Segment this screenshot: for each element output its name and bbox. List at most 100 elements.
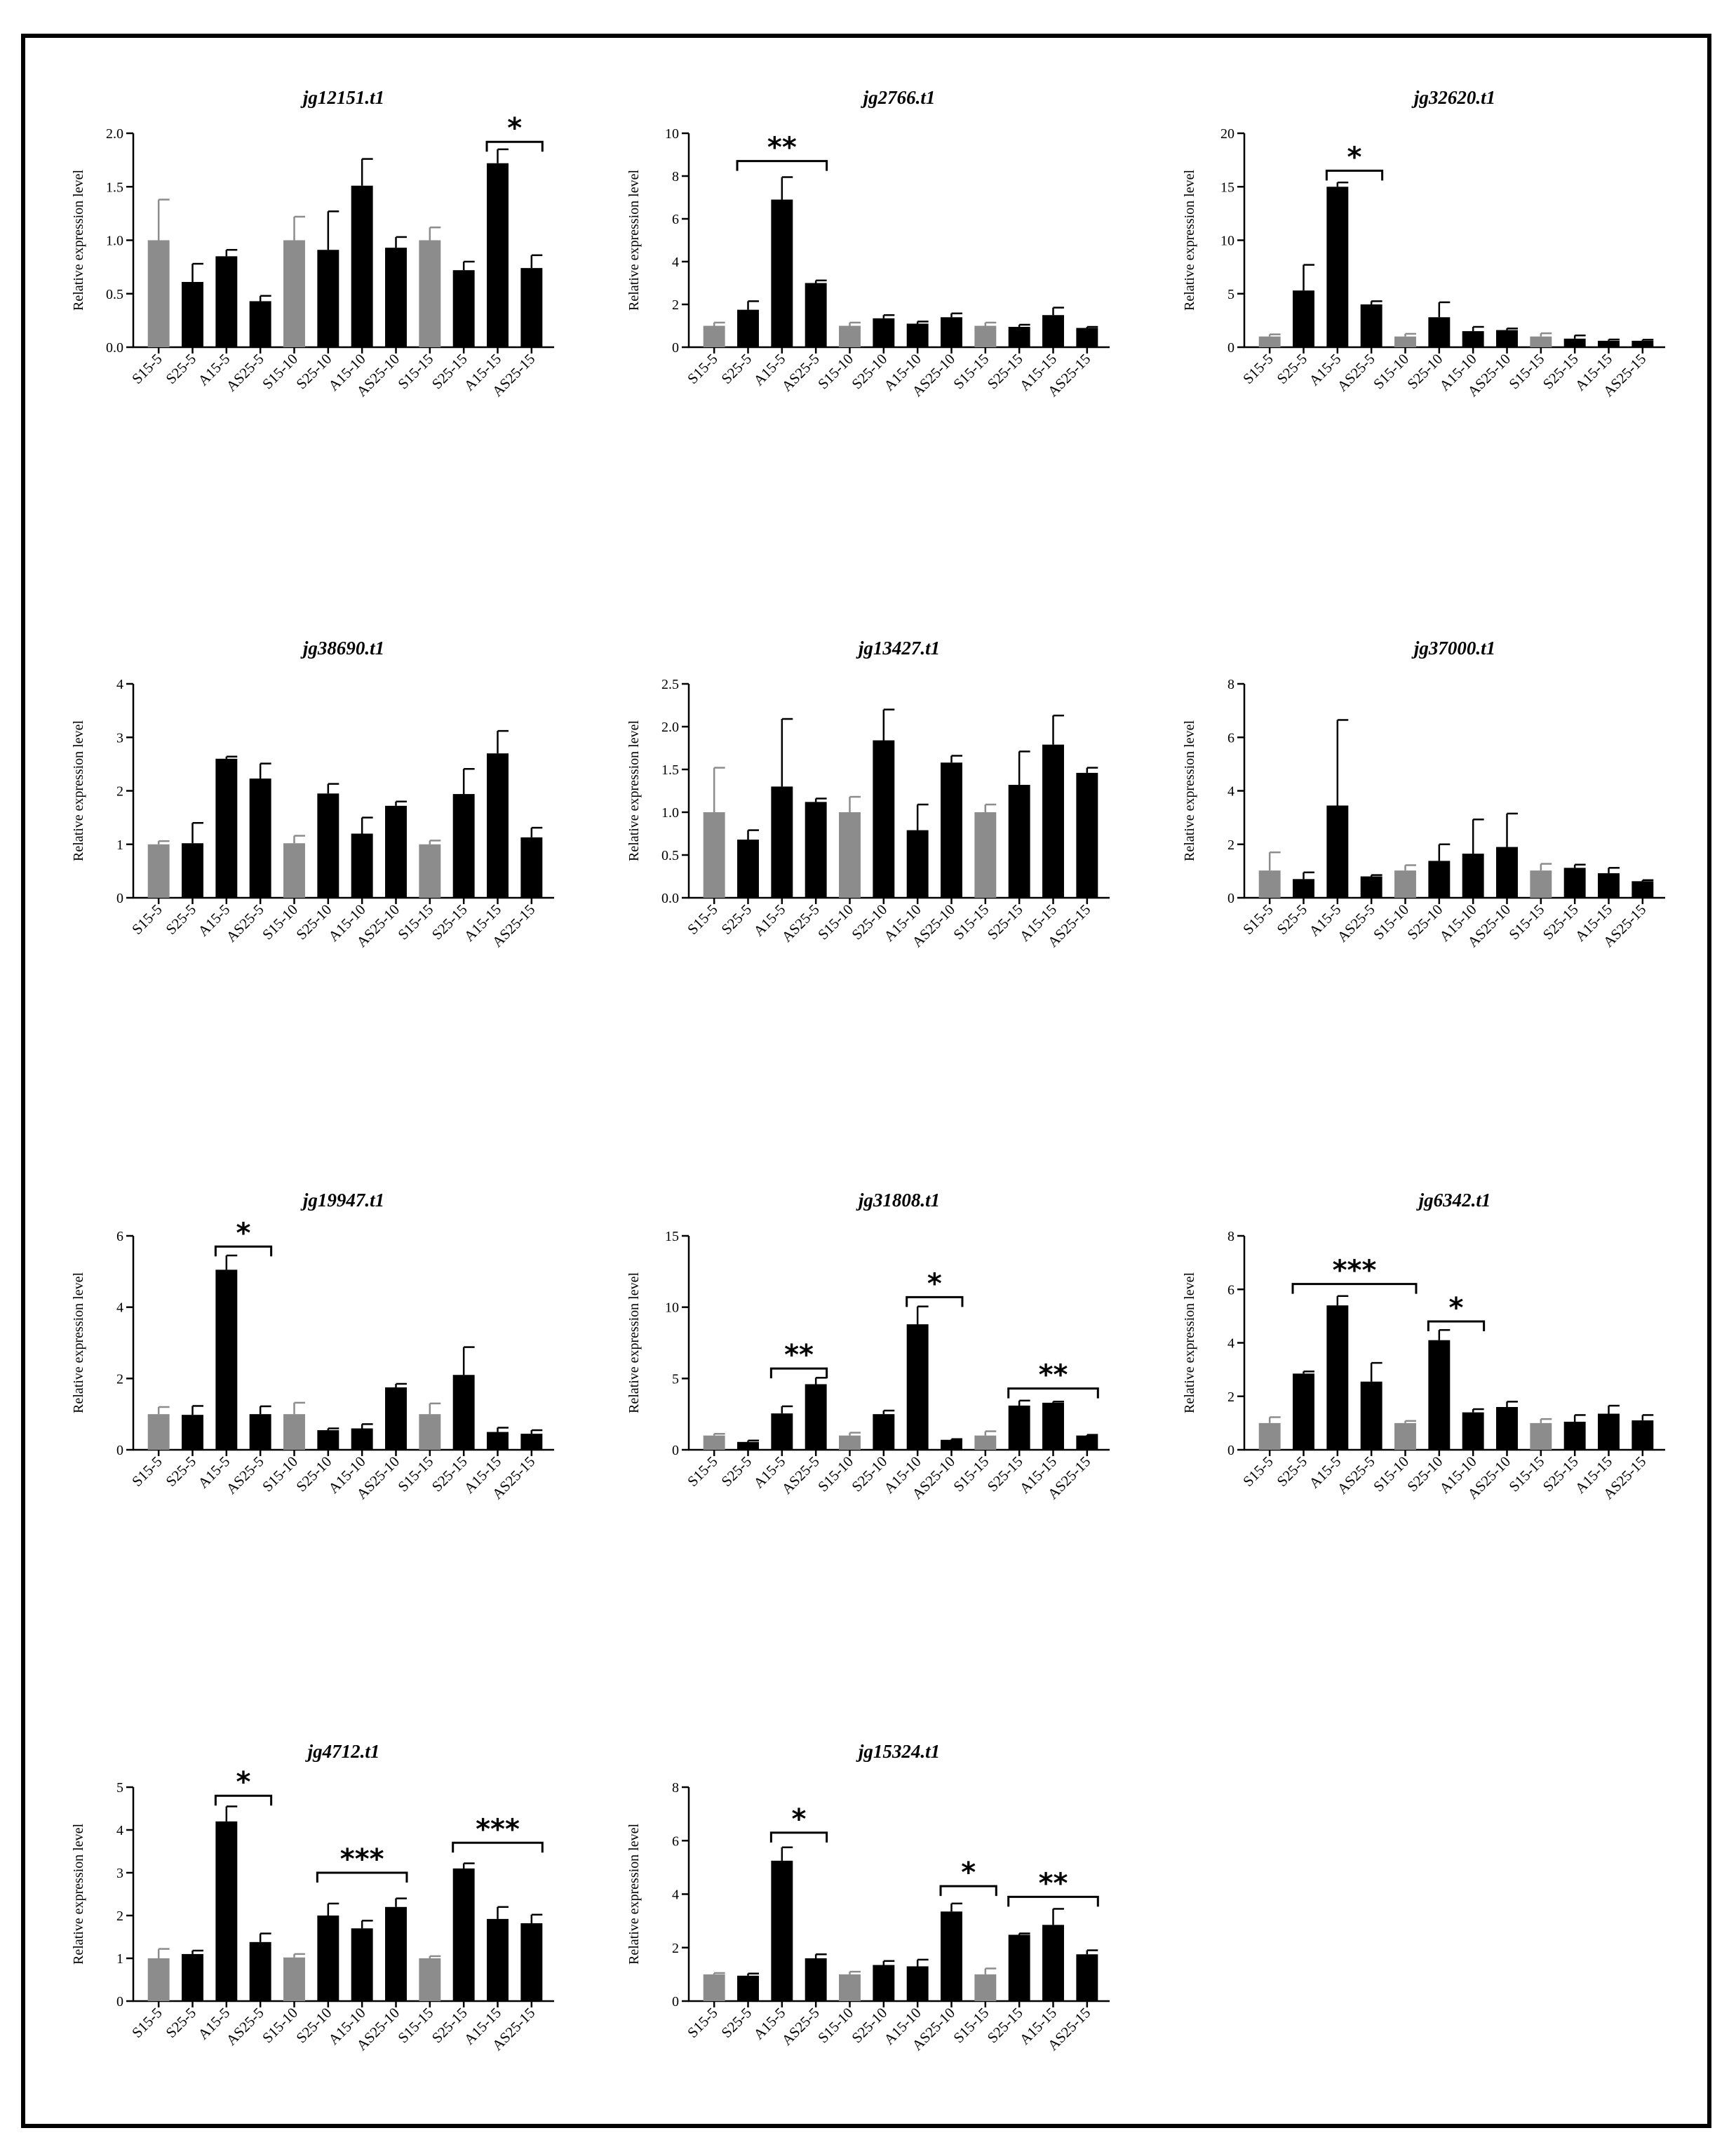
y-tick-label: 15 — [1220, 180, 1234, 195]
x-tick-label: S15-5 — [684, 351, 720, 387]
bar — [771, 1413, 793, 1450]
bar — [1258, 870, 1281, 898]
bar — [737, 1441, 759, 1450]
x-tick-label: S15-10 — [1370, 1453, 1412, 1495]
y-tick-label: 4 — [672, 1887, 679, 1903]
bar — [182, 281, 203, 347]
chart-panel-3: jg38690.t1 0 1 2 3 4 Relative expression level… — [71, 638, 554, 950]
significance-label: ** — [784, 1339, 814, 1371]
significance-bracket — [769, 1367, 828, 1379]
y-tick-label: 6 — [116, 1229, 123, 1244]
bar — [1598, 340, 1620, 347]
bar — [1631, 1420, 1654, 1450]
significance-label: * — [236, 1217, 251, 1249]
bar — [317, 793, 339, 898]
x-tick-label: S25-5 — [163, 2005, 199, 2041]
bar — [1076, 1954, 1098, 2001]
bar — [520, 1434, 543, 1450]
bar — [1496, 1407, 1518, 1450]
bar — [1360, 1381, 1382, 1450]
bar — [1008, 784, 1030, 898]
y-tick-label: 2.0 — [661, 720, 679, 735]
y-tick-label: 0.5 — [106, 287, 123, 302]
bar — [452, 794, 475, 898]
x-tick-label: S25-5 — [163, 901, 199, 938]
bar — [737, 840, 759, 898]
significance-bracket — [1325, 169, 1384, 181]
x-tick-label: S15-10 — [814, 2005, 856, 2047]
x-tick-label: S15-5 — [684, 2005, 720, 2041]
significance-label: * — [236, 1766, 251, 1798]
bar — [771, 786, 793, 898]
bar — [1394, 1422, 1416, 1450]
y-tick-label: 0 — [116, 1443, 123, 1458]
bar — [452, 270, 475, 347]
bar — [1428, 1340, 1451, 1450]
x-tick-label: AS25-5 — [779, 2005, 823, 2049]
bar — [215, 1821, 238, 2001]
y-tick-label: 2 — [672, 297, 679, 313]
significance-bracket — [1007, 1895, 1099, 1907]
bar — [419, 240, 441, 347]
x-tick-label: S15-15 — [950, 351, 992, 393]
y-tick-label: 5 — [116, 1780, 123, 1796]
bar — [487, 163, 509, 347]
y-tick-label: 2 — [1227, 1389, 1234, 1405]
chart-panel-0: jg12151.t1 0.0 0.5 1.0 1.5 2.0 Relative expres… — [71, 87, 554, 400]
chart-title: jg2766.t1 — [861, 87, 936, 108]
bar — [974, 325, 997, 347]
bar — [771, 199, 793, 347]
x-tick-label: AS25-5 — [223, 351, 267, 395]
significance-label: *** — [1333, 1255, 1377, 1287]
x-tick-label: S15-5 — [1239, 351, 1276, 387]
bar — [147, 1414, 170, 1450]
bar — [1496, 330, 1518, 347]
chart-title: jg37000.t1 — [1411, 638, 1495, 659]
x-tick-label: AS25-5 — [1334, 351, 1378, 395]
bar — [182, 1953, 203, 2001]
bar — [974, 1435, 997, 1450]
y-axis-label: Relative expression level — [626, 170, 642, 311]
bar — [839, 1435, 861, 1450]
x-tick-label: S15-5 — [128, 901, 165, 938]
bar — [249, 1941, 271, 2001]
bar — [351, 833, 373, 898]
significance-bracket — [485, 140, 544, 152]
x-tick-label: AS25-5 — [779, 351, 823, 395]
bar — [1394, 336, 1416, 347]
chart-title: jg19947.t1 — [300, 1190, 384, 1211]
y-tick-label: 1.5 — [106, 180, 123, 195]
bar — [1008, 1405, 1030, 1450]
bar — [703, 1974, 725, 2001]
x-tick-label: S15-15 — [394, 2005, 436, 2047]
bar — [351, 185, 373, 347]
bar — [1258, 336, 1281, 347]
y-tick-label: 20 — [1220, 126, 1234, 142]
bar — [1360, 304, 1382, 347]
chart-panel-4: jg13427.t1 0.0 0.5 1.0 1.5 2.0 2.5 Relative exp… — [626, 638, 1110, 950]
bar — [520, 837, 543, 898]
bar — [1076, 1435, 1098, 1450]
bar — [771, 1860, 793, 2001]
x-tick-label: S15-5 — [684, 1453, 720, 1490]
chart-title: jg13427.t1 — [856, 638, 940, 659]
y-tick-label: 0 — [1227, 340, 1234, 356]
bar — [1326, 805, 1349, 898]
x-tick-label: S15-15 — [1505, 1453, 1547, 1495]
bar — [1008, 1934, 1030, 2001]
y-tick-label: 0 — [672, 1994, 679, 2010]
bar — [452, 1375, 475, 1450]
bar — [487, 753, 509, 898]
y-axis-label: Relative expression level — [71, 1272, 86, 1413]
y-tick-label: 3 — [116, 1866, 123, 1881]
bar — [215, 256, 238, 347]
y-tick-label: 2 — [116, 1371, 123, 1387]
figure-frame — [21, 34, 1711, 2128]
bar — [1563, 868, 1586, 898]
x-tick-label: S15-15 — [1505, 351, 1547, 393]
chart-title: jg38690.t1 — [300, 638, 384, 659]
x-tick-label: AS25-5 — [223, 1453, 267, 1497]
y-tick-label: 2 — [116, 784, 123, 800]
bar — [487, 1918, 509, 2001]
chart-panel-10: jg15324.t1 0 2 4 6 8 Relative expression level… — [626, 1741, 1110, 2054]
